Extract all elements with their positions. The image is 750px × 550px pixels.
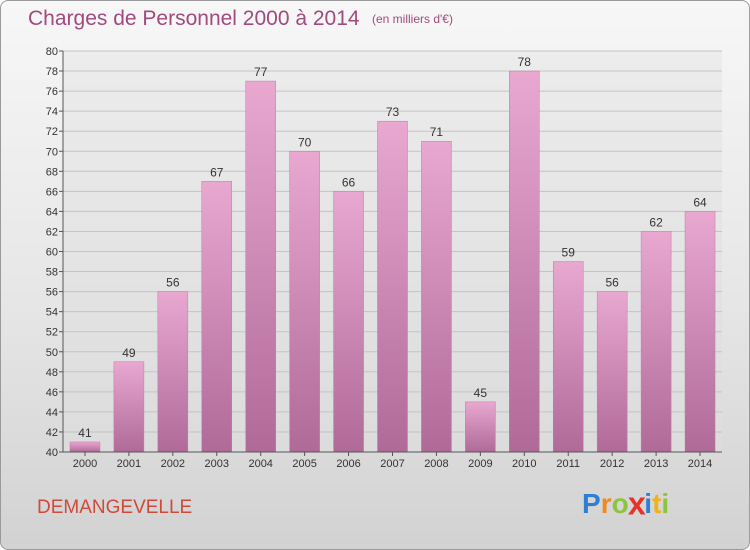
y-tick-label: 60 [46,247,58,259]
bar-2004 [245,80,276,453]
bar-2013 [640,231,672,453]
x-tick-label: 2008 [424,458,448,470]
logo-letter: r [600,488,612,519]
bar-2008 [421,140,452,453]
y-tick-label: 44 [46,407,58,419]
y-tick-label: 76 [46,86,58,98]
value-label: 64 [693,195,707,209]
y-tick-label: 68 [46,166,58,178]
value-label: 78 [518,55,532,69]
y-tick-label: 70 [46,146,58,158]
y-tick-label: 74 [46,106,58,118]
value-label: 45 [474,386,488,400]
y-tick-label: 66 [46,186,58,198]
value-label: 41 [78,426,92,440]
bar-2005 [289,151,320,453]
x-tick-label: 2013 [644,458,668,470]
bar-2001 [113,361,145,453]
y-tick-label: 78 [46,66,58,78]
chart-title: Charges de Personnel 2000 à 2014 [28,7,360,30]
x-tick-label: 2003 [205,458,229,470]
y-tick-label: 52 [46,327,58,339]
y-tick-label: 58 [46,267,58,279]
proxiti-logo: Proxiti [582,485,670,522]
y-tick-label: 80 [46,46,58,58]
value-label: 70 [298,135,312,149]
x-tick-label: 2011 [556,458,580,470]
chart-subtitle: (en milliers d'€) [372,12,453,26]
bar-2010 [509,70,540,453]
logo-letter: o [611,488,629,519]
x-tick-label: 2001 [117,458,141,470]
value-label: 77 [254,65,268,79]
y-tick-label: 54 [46,307,58,319]
bar-2002 [157,291,189,453]
x-tick-label: 2014 [688,458,712,470]
y-tick-label: 48 [46,367,58,379]
x-tick-label: 2009 [468,458,492,470]
y-tick-label: 40 [46,447,58,459]
y-tick-label: 64 [46,206,58,218]
y-tick-label: 72 [46,126,58,138]
logo-letter: i [644,488,653,519]
y-tick-label: 50 [46,347,58,359]
y-tick-label: 62 [46,226,58,238]
value-label: 66 [342,175,356,189]
bar-2011 [552,261,584,453]
bar-2009 [465,401,496,453]
bar-2003 [201,181,233,453]
x-tick-label: 2004 [248,458,272,470]
x-tick-label: 2006 [336,458,360,470]
value-label: 62 [649,215,663,229]
x-tick-label: 2005 [292,458,316,470]
value-label: 59 [562,246,576,260]
x-tick-label: 2010 [512,458,536,470]
logo-letter: i [661,488,670,519]
x-tick-label: 2012 [600,458,624,470]
bar-2006 [333,191,364,453]
logo-letter: x [627,485,646,522]
commune-name: DEMANGEVELLE [37,497,193,518]
y-tick-label: 46 [46,387,58,399]
value-label: 71 [430,125,444,139]
x-tick-label: 2002 [161,458,185,470]
value-label: 49 [122,346,136,360]
logo-letter: P [582,488,601,519]
value-label: 67 [210,165,224,179]
x-tick-label: 2000 [73,458,97,470]
bar-2014 [684,211,716,453]
logo-letter: t [652,488,662,519]
y-tick-label: 56 [46,287,58,299]
value-label: 73 [386,105,400,119]
x-tick-label: 2007 [380,458,404,470]
bar-2007 [377,120,408,453]
y-tick-label: 42 [46,427,58,439]
value-label: 56 [166,276,180,290]
bar-2012 [596,291,628,453]
value-label: 56 [605,276,619,290]
bar-2000 [69,441,101,453]
